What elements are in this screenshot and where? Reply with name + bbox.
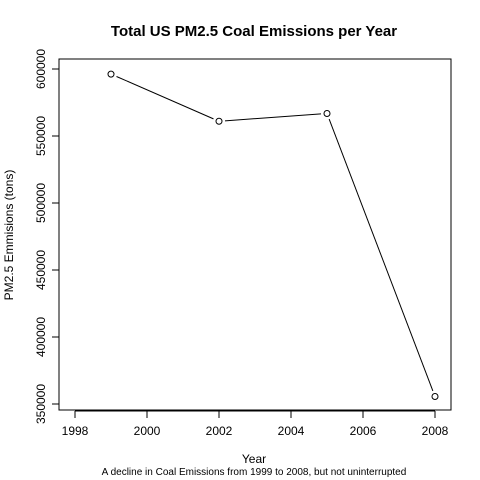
y-tick-label: 450000	[34, 250, 48, 290]
x-tick-label: 2002	[206, 424, 233, 438]
x-tick-label: 2008	[422, 424, 449, 438]
x-axis-label: Year	[242, 452, 266, 466]
chart-title: Total US PM2.5 Coal Emissions per Year	[111, 23, 397, 40]
y-tick-label: 500000	[34, 183, 48, 223]
data-point-marker	[324, 110, 330, 116]
x-tick-label: 2004	[278, 424, 305, 438]
y-axis-label: PM2.5 Emmisions (tons)	[2, 170, 16, 301]
y-tick-label: 550000	[34, 116, 48, 156]
x-tick-label: 2006	[350, 424, 377, 438]
data-point-marker	[216, 118, 222, 124]
y-tick-label: 600000	[34, 49, 48, 89]
chart-subtitle: A decline in Coal Emissions from 1999 to…	[102, 467, 407, 478]
y-tick-label: 400000	[34, 317, 48, 357]
data-point-marker	[432, 393, 438, 399]
x-tick-label: 2000	[134, 424, 161, 438]
y-tick-label: 350000	[34, 384, 48, 424]
x-tick-label: 1998	[62, 424, 89, 438]
data-point-marker	[108, 71, 114, 77]
